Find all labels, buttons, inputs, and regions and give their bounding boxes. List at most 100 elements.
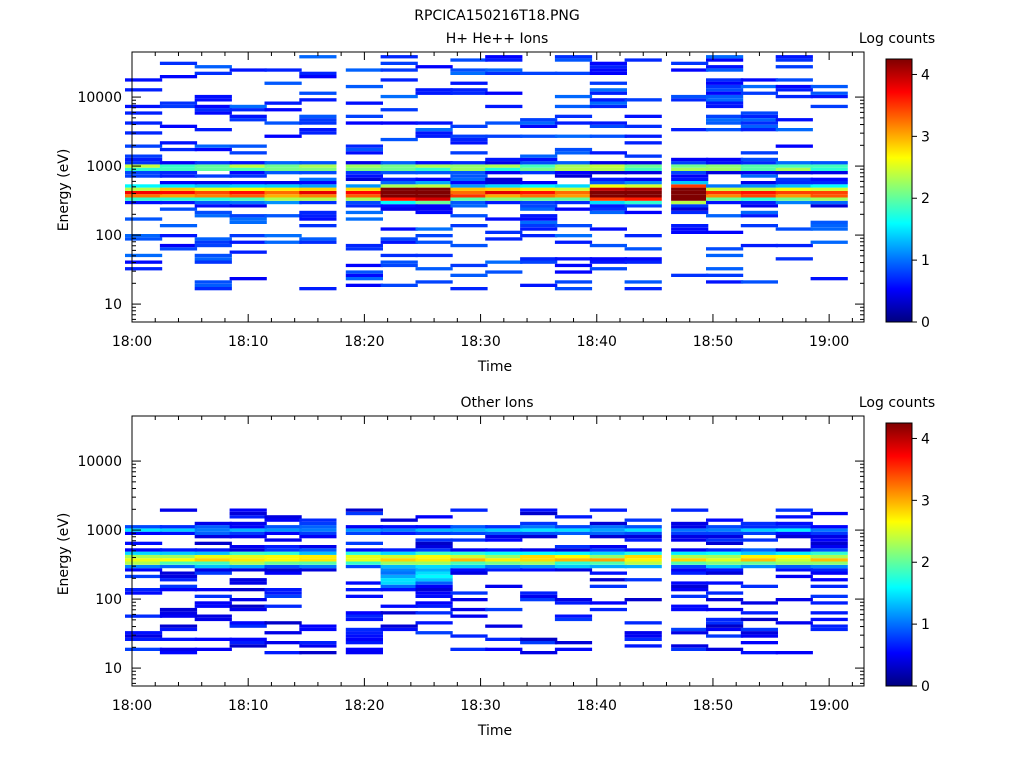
heatmap-cell (671, 164, 709, 168)
heatmap-cell (706, 194, 744, 198)
heatmap-cell (415, 571, 453, 575)
heatmap-cell (624, 190, 662, 195)
heatmap-cell (706, 214, 744, 218)
heatmap-cell (810, 224, 848, 228)
heatmap-cell (520, 637, 558, 641)
heatmap-cell (624, 124, 662, 128)
heatmap-cell (380, 554, 418, 559)
heatmap-cell (810, 568, 848, 572)
heatmap-cell (624, 161, 662, 165)
heatmap-cell (810, 164, 848, 168)
heatmap-cell (194, 521, 232, 526)
heatmap-cell (520, 561, 558, 565)
y-tick-label: 100 (95, 228, 122, 244)
heatmap-cell (264, 518, 302, 522)
heatmap-cell (450, 167, 488, 171)
heatmap-cell (810, 584, 848, 588)
heatmap-cell (299, 187, 337, 191)
heatmap-cell (194, 257, 232, 261)
heatmap-cell (229, 250, 267, 254)
heatmap-cell (159, 124, 198, 128)
heatmap-cell (194, 243, 232, 248)
heatmap-cell (264, 548, 302, 552)
heatmap-cell (554, 167, 593, 171)
heatmap-cell (810, 511, 848, 516)
heatmap-cell (450, 558, 488, 562)
heatmap-cell (125, 88, 163, 92)
heatmap-cell (740, 525, 778, 529)
heatmap-cell (671, 571, 709, 575)
heatmap-cell (706, 568, 744, 572)
heatmap-cell (810, 551, 848, 555)
heatmap-cell (229, 521, 267, 526)
heatmap-cell (159, 243, 198, 248)
heatmap-cell (485, 171, 523, 175)
heatmap-cell (589, 194, 627, 198)
heatmap-cell (345, 588, 383, 592)
heatmap-cell (229, 161, 267, 165)
heatmap-cell (706, 538, 744, 542)
heatmap-cell (415, 568, 453, 572)
heatmap-cell (125, 554, 163, 559)
heatmap-cell (159, 190, 198, 195)
heatmap-cell (589, 227, 627, 231)
heatmap-cell (589, 564, 627, 569)
heatmap-cell (125, 187, 163, 191)
heatmap-cell (810, 571, 848, 575)
heatmap-cell (229, 194, 267, 198)
heatmap-cell (159, 551, 198, 555)
heatmap-cell (671, 564, 709, 569)
heatmap-cell (671, 98, 709, 102)
heatmap-cell (740, 187, 778, 191)
heatmap-cell (485, 164, 523, 168)
heatmap-cell (345, 508, 383, 512)
heatmap-cell (775, 190, 813, 195)
heatmap-cell (740, 194, 778, 198)
heatmap-cell (159, 194, 198, 198)
heatmap-cell (450, 508, 488, 512)
heatmap-cell (740, 114, 778, 118)
heatmap-cell (810, 627, 848, 632)
panel-title: Other Ions (460, 395, 533, 411)
heatmap-cell (159, 561, 198, 565)
heatmap-cell (706, 624, 744, 628)
heatmap-cell (624, 287, 662, 291)
heatmap-cell (671, 181, 709, 185)
heatmap-cell (775, 574, 813, 579)
heatmap-cell (706, 598, 744, 602)
heatmap-cell (194, 594, 232, 598)
heatmap-cell (520, 568, 558, 572)
heatmap-cell (520, 227, 558, 231)
heatmap-cell (125, 551, 163, 555)
x-tick-label: 18:10 (228, 698, 268, 714)
heatmap-cell (554, 94, 593, 99)
heatmap-cell (125, 528, 163, 532)
heatmap-cell (554, 171, 593, 175)
heatmap-cell (706, 78, 744, 82)
panel-other-ions: Other Ions Log counts Time Energy (eV) 1… (56, 395, 935, 739)
heatmap-cell (415, 184, 453, 188)
heatmap-cell (554, 151, 593, 155)
heatmap-cell (194, 108, 232, 112)
heatmap-cell (554, 270, 593, 274)
heatmap-cell (345, 283, 383, 287)
heatmap-cell (345, 641, 383, 645)
x-tick-label: 18:00 (112, 698, 152, 714)
heatmap-cell (299, 164, 337, 168)
heatmap-cell (264, 234, 302, 238)
heatmap-cell (415, 588, 453, 592)
heatmap-cell (485, 104, 523, 109)
heatmap-cell (194, 604, 232, 608)
heatmap-cell (810, 227, 848, 231)
heatmap-cell (450, 174, 488, 178)
heatmap-cell (589, 561, 627, 565)
heatmap-cell (345, 651, 383, 655)
heatmap-cell (380, 161, 418, 165)
heatmap-cell (554, 224, 593, 228)
heatmap-cell (554, 647, 593, 651)
heatmap-cell (775, 187, 813, 191)
heatmap-cell (194, 98, 232, 102)
colorbar-gradient (885, 58, 913, 323)
heatmap-cell (706, 88, 744, 92)
heatmap-cell (264, 525, 302, 529)
